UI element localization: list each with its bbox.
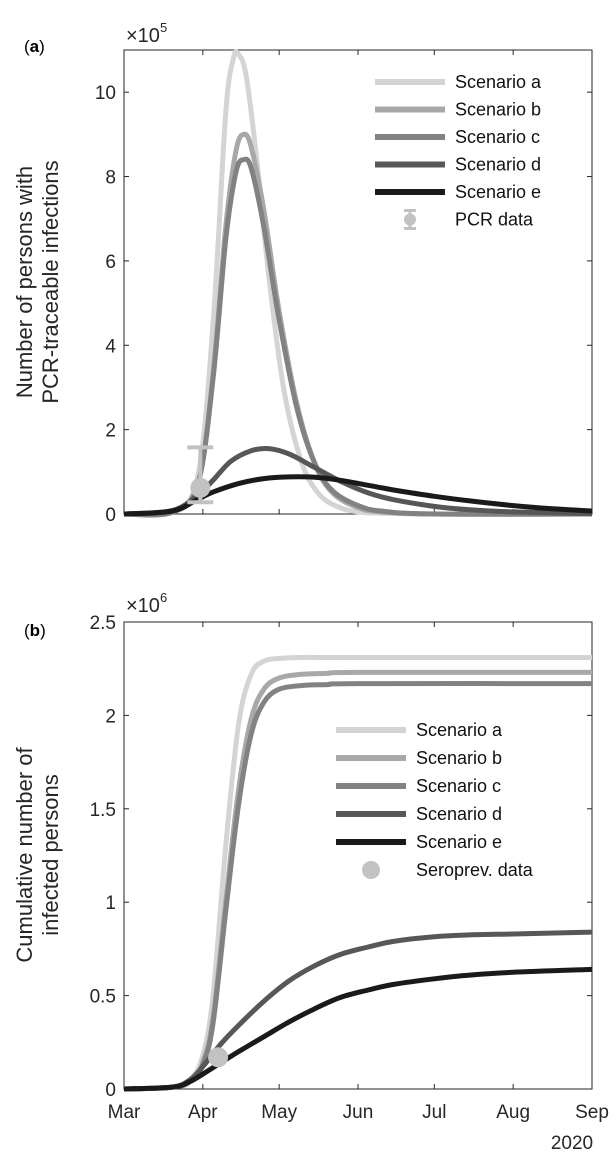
legend-label-data: Seroprev. data <box>416 860 534 880</box>
legend-label: Scenario e <box>416 832 502 852</box>
y-tick-label: 4 <box>105 336 116 357</box>
series-line-5 <box>123 966 593 1092</box>
y-axis-label-line: Cumulative number of <box>12 747 37 963</box>
y-multiplier-exponent: 6 <box>160 590 167 605</box>
y-tick-label: 2.5 <box>90 613 116 634</box>
x-year-label: 2020 <box>551 1133 593 1154</box>
y-tick-label: 10 <box>95 83 116 104</box>
panel-label: (a) <box>24 37 45 56</box>
y-multiplier-exponent: 5 <box>160 20 167 35</box>
series-line-4 <box>123 929 593 1092</box>
y-tick-label: 8 <box>105 168 116 189</box>
y-axis-label-line: Number of persons with <box>12 166 37 398</box>
x-tick-label: Apr <box>188 1102 218 1123</box>
x-tick-label: Aug <box>496 1102 530 1123</box>
legend-label: Scenario d <box>455 155 541 175</box>
series-line-2 <box>123 669 593 1092</box>
panel-label: (b) <box>24 621 46 640</box>
y-tick-label: 0.5 <box>90 987 116 1008</box>
x-tick-label: Jul <box>422 1102 446 1123</box>
x-tick-label: Jun <box>343 1102 374 1123</box>
plot-frame <box>123 49 593 515</box>
legend-label-data: PCR data <box>455 210 534 230</box>
y-tick-label: 1 <box>105 893 116 914</box>
panel-b: (b) ×106 0 0.5 1 1.5 2 2.5 Mar Apr May Jun Jul Aug Sep… <box>12 590 609 1154</box>
legend-label: Scenario e <box>455 182 541 202</box>
y-tick-label: 6 <box>105 252 116 273</box>
y-tick-label: 1.5 <box>90 800 116 821</box>
panel-a: (a) ×105 0 2 4 6 8 10 Number of persons withPCR-… <box>12 20 593 526</box>
y-tick-label: 2 <box>105 706 116 727</box>
panel-letter: b <box>30 621 40 640</box>
y-axis-label-line: PCR-traceable infections <box>38 160 63 403</box>
data-point <box>190 477 211 498</box>
legend-label: Scenario c <box>416 776 501 796</box>
series-line-3 <box>123 681 593 1092</box>
x-tick-label: May <box>261 1102 297 1123</box>
series-line-3 <box>123 156 593 518</box>
legend-label: Scenario a <box>416 720 503 740</box>
y-multiplier: ×105 <box>126 20 167 47</box>
y-tick-label: 0 <box>105 505 116 526</box>
plot-frame <box>123 621 593 1090</box>
y-tick-label: 2 <box>105 421 116 442</box>
legend-label: Scenario c <box>455 127 540 147</box>
legend-label: Scenario b <box>416 748 502 768</box>
panel-letter: a <box>30 37 40 56</box>
legend-marker <box>404 213 416 226</box>
legend-label: Scenario d <box>416 804 502 824</box>
y-multiplier: ×106 <box>126 590 167 617</box>
y-axis-label-line: infected persons <box>38 774 63 935</box>
data-point <box>208 1047 229 1068</box>
y-tick-label: 0 <box>105 1080 116 1101</box>
y-axis-label: Number of persons withPCR-traceable infe… <box>12 160 63 403</box>
y-axis-label: Cumulative number ofinfected persons <box>12 747 63 963</box>
legend-label: Scenario b <box>455 100 541 120</box>
x-tick-label: Sep <box>575 1102 609 1123</box>
legend-marker <box>362 861 380 879</box>
legend-label: Scenario a <box>455 72 542 92</box>
x-tick-label: Mar <box>108 1102 141 1123</box>
